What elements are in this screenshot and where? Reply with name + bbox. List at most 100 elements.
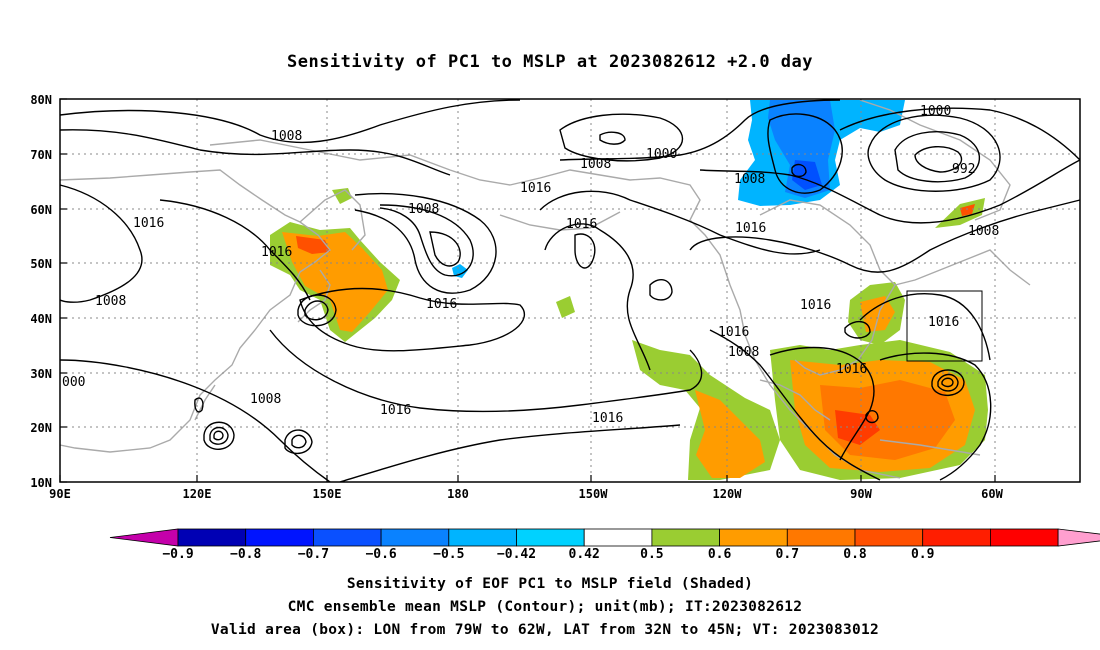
contour-labels: 1008 1008 1000 1000 1008 992 1016 1008 1… xyxy=(62,104,999,426)
contour-label: 000 xyxy=(62,375,85,390)
contour-1016-atlantic-box xyxy=(859,293,991,361)
lon-tick-label: 60W xyxy=(981,487,1003,501)
contour-ring-south xyxy=(194,397,204,413)
colorbar-tick-label: 0.7 xyxy=(776,547,799,562)
contour-label: 1008 xyxy=(580,157,611,172)
colorbar-tick-label: 0.8 xyxy=(843,547,867,562)
positive-region-labrador-red xyxy=(960,204,975,216)
contour-label: 1016 xyxy=(928,315,959,330)
contour-1008-north-2 xyxy=(59,129,451,176)
coastline-philippines xyxy=(194,384,216,421)
lat-tick-label: 60N xyxy=(30,203,52,217)
contour-1016-eastern xyxy=(689,199,1081,273)
colorbar-tick-label: 0.5 xyxy=(640,547,663,562)
contour-1000-greenland xyxy=(839,107,1081,161)
colorbar-box xyxy=(922,528,991,547)
lat-tick-label: 30N xyxy=(30,367,52,381)
lon-tick-label: 150E xyxy=(313,487,342,501)
contour-low-ne-2 xyxy=(894,131,981,183)
contour-label: 1008 xyxy=(728,345,759,360)
colorbar-tick-label: −0.7 xyxy=(298,547,329,562)
coastline-asia xyxy=(59,169,331,453)
contour-1016-west xyxy=(59,184,143,303)
contour-label: 992 xyxy=(952,162,975,177)
contour-aleutian-low-3 xyxy=(429,231,461,267)
positive-region-nw-atlantic-orange xyxy=(860,296,895,332)
colorbar-tick-label: −0.9 xyxy=(162,547,193,562)
contour-1016-east-high-2 xyxy=(544,223,651,371)
colorbar-box xyxy=(786,528,856,547)
colorbar: −0.9 −0.8 −0.7 −0.6 −0.5 −0.42 0.42 0.5 0.6 0.7 0.… xyxy=(109,528,1100,562)
lon-tick-label: 180 xyxy=(447,487,469,501)
contour-label: 1008 xyxy=(95,294,126,309)
coastline-kamchatka xyxy=(299,189,366,251)
lat-tick-label: 40N xyxy=(30,312,52,326)
contour-ring-baffin xyxy=(791,163,807,178)
colorbar-tick-label: 0.6 xyxy=(708,547,732,562)
coastline-caribbean xyxy=(879,439,981,456)
contour-label: 1016 xyxy=(718,325,749,340)
contour-typhoon-3 xyxy=(203,421,235,450)
contour-hurricane-1 xyxy=(937,373,959,392)
lon-tick-label: 120E xyxy=(183,487,212,501)
contour-aleutian-low-2 xyxy=(379,204,474,277)
mslp-contours xyxy=(59,99,1081,483)
contour-1016-pacific-outer xyxy=(269,329,703,413)
positive-region-atlantic-red xyxy=(835,410,880,445)
positive-region-japan-red xyxy=(296,236,330,254)
contour-label: 1016 xyxy=(426,297,457,312)
contour-ring-japan-2 xyxy=(297,294,337,327)
contour-1008-north xyxy=(59,99,521,144)
contour-1008-gulf xyxy=(769,346,875,461)
lon-tick-label: 120W xyxy=(713,487,743,501)
contour-label: 1016 xyxy=(380,403,411,418)
colorbar-box xyxy=(516,528,585,547)
contour-label: 1016 xyxy=(261,245,292,260)
colorbar-box xyxy=(651,528,721,547)
contour-label: 1008 xyxy=(408,202,439,217)
footer-line-valid-area: Valid area (box): LON from 79W to 62W, L… xyxy=(211,622,879,638)
contour-low-ne-3 xyxy=(914,146,963,173)
colorbar-tick-label: −0.8 xyxy=(230,547,261,562)
contour-1008-eastern xyxy=(699,159,1081,224)
coastline-siberia-north xyxy=(209,139,511,186)
contour-label: 1016 xyxy=(800,298,831,313)
colorbar-tick-label: −0.6 xyxy=(365,547,396,562)
colorbar-box xyxy=(312,528,382,547)
positive-region-japan-orange xyxy=(282,232,388,332)
contour-1016-south xyxy=(339,424,681,483)
contour-label: 1016 xyxy=(592,411,623,426)
contour-low-pacific-arctic-inner xyxy=(599,131,626,145)
colorbar-tick-label: −0.42 xyxy=(497,547,536,562)
lat-tick-label: 10N xyxy=(30,476,52,490)
contour-low-pacific-arctic xyxy=(559,113,684,162)
footer-line-contour: CMC ensemble mean MSLP (Contour); unit(m… xyxy=(288,599,803,615)
lon-tick-label: 90E xyxy=(49,487,71,501)
contour-ring-wpac-inner xyxy=(291,434,307,449)
contour-low-ne-1 xyxy=(867,114,1001,192)
contour-typhoon-1 xyxy=(209,426,229,445)
shaded-sensitivity xyxy=(270,100,988,480)
contour-label: 1016 xyxy=(133,216,164,231)
contour-hurricane-3 xyxy=(931,369,965,396)
contour-baffin-low xyxy=(767,113,843,194)
contour-label: 1016 xyxy=(836,362,867,377)
colorbar-box xyxy=(583,528,653,547)
contour-1016-east-high xyxy=(539,190,821,255)
colorbar-min-triangle xyxy=(109,528,179,547)
positive-region-pacific-small xyxy=(556,296,575,318)
contour-1016-pacific xyxy=(299,287,526,352)
negative-region-pacific xyxy=(452,264,468,278)
colorbar-box xyxy=(854,528,924,547)
contour-ring-eastpac xyxy=(865,410,879,424)
figure-title: Sensitivity of PC1 to MSLP at 2023082612… xyxy=(287,52,813,72)
lat-tick-label: 20N xyxy=(30,421,52,435)
contour-1016-ne-pacific xyxy=(574,233,596,269)
contour-ring-atlantic xyxy=(844,321,871,339)
contour-label: 1000 xyxy=(646,147,677,162)
contour-1008-sw xyxy=(59,359,331,483)
colorbar-max-triangle xyxy=(1057,528,1100,547)
map-panel: 1008 1008 1000 1000 1008 992 1016 1008 1… xyxy=(30,93,1081,501)
contour-1008-west-rockies xyxy=(709,329,881,481)
contour-label: 1016 xyxy=(735,221,766,236)
